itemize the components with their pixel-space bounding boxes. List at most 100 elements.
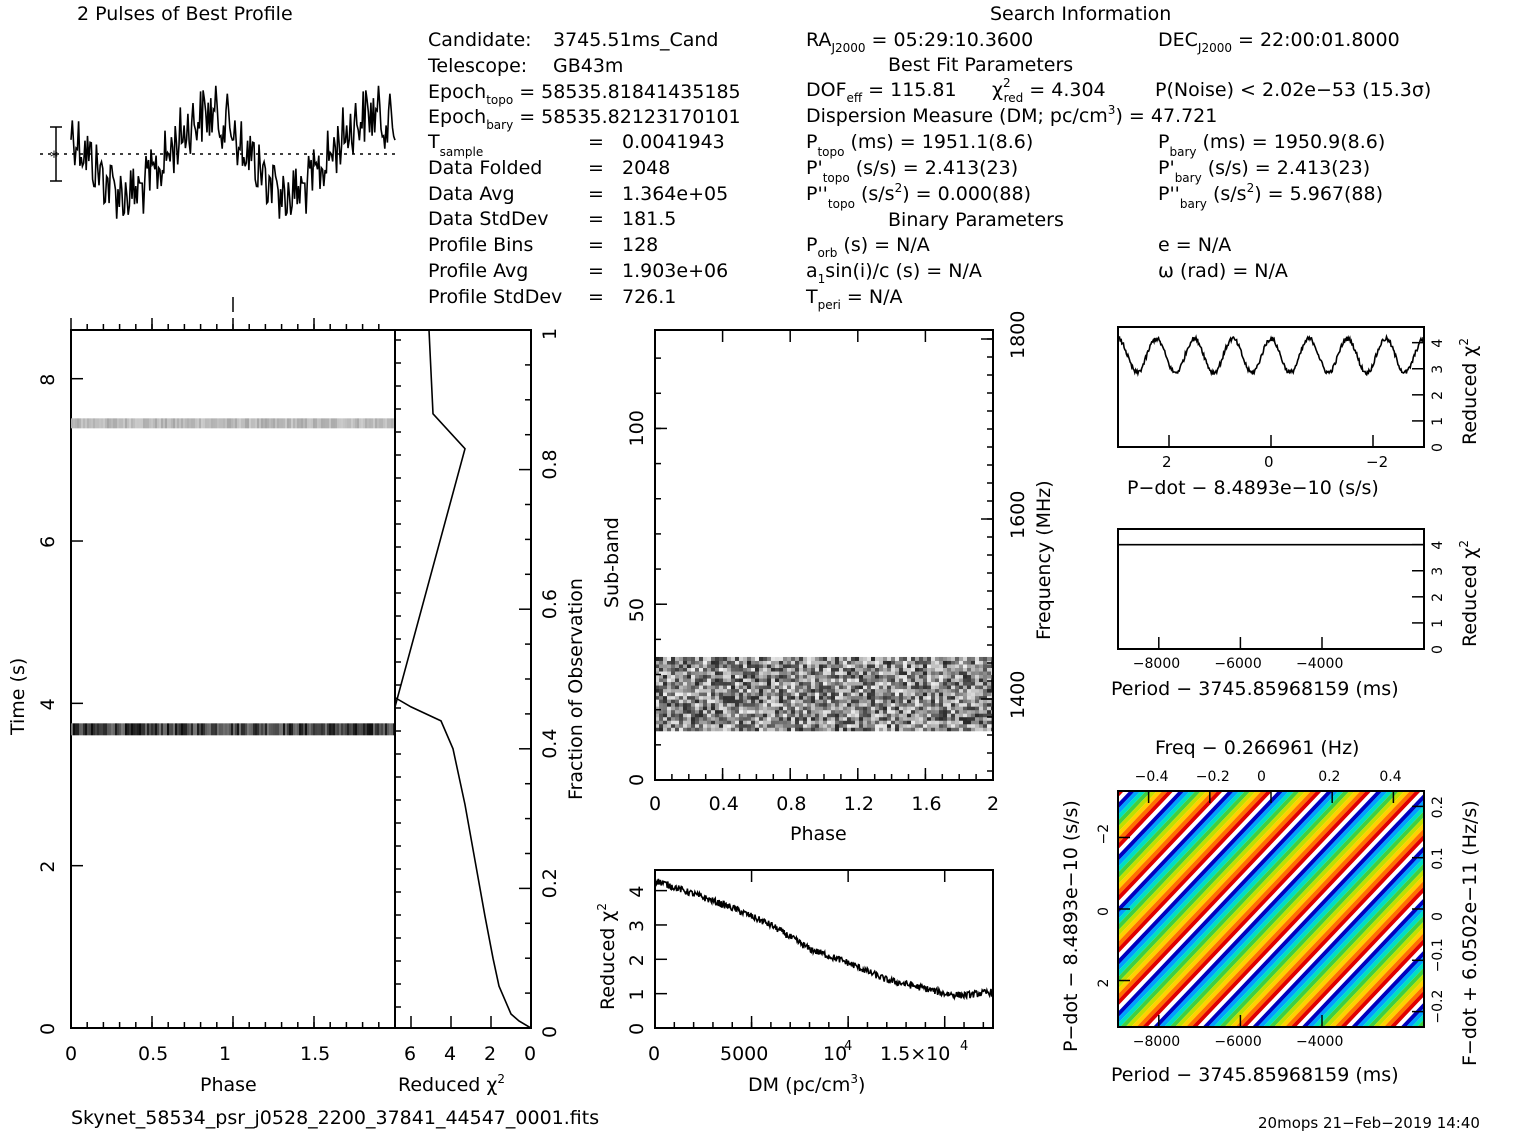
subband-cell — [655, 656, 659, 661]
time-band-cell — [213, 418, 215, 429]
subband-cell — [979, 706, 983, 711]
map-stripe — [1378, 979, 1424, 1027]
time-band-cell — [285, 418, 287, 429]
time-band-cell — [241, 418, 243, 429]
subband-cell — [771, 723, 775, 728]
map-rtick-label: 0.2 — [1430, 796, 1446, 818]
time-band-cell — [385, 723, 387, 736]
subband-cell — [707, 667, 711, 672]
subband-cell — [655, 692, 659, 697]
subband-cell — [783, 695, 787, 700]
subband-cell — [755, 702, 759, 707]
subband-cell — [751, 699, 755, 704]
subband-cell — [655, 678, 659, 683]
subband-cell — [987, 681, 991, 686]
subband-cell — [747, 688, 751, 693]
subband-cell — [823, 678, 827, 683]
subband-cell — [923, 656, 927, 661]
map-stripe — [1118, 791, 1312, 995]
subband-cell — [803, 671, 807, 676]
subband-cell — [847, 720, 851, 725]
subband-cell — [835, 713, 839, 718]
time-band-cell — [201, 418, 203, 429]
subband-cell — [843, 660, 847, 665]
subband-cell — [671, 678, 675, 683]
map-stripe — [1118, 791, 1147, 821]
map-stripe — [1334, 932, 1424, 1027]
subband-cell — [943, 723, 947, 728]
subband-cell — [671, 720, 675, 725]
subband-cell — [751, 681, 755, 686]
dm-ytick-label: 2 — [626, 954, 648, 966]
subband-cell — [947, 720, 951, 725]
subband-cell — [803, 681, 807, 686]
subband-cell — [879, 709, 883, 714]
subband-cell — [919, 656, 923, 661]
subband-cell — [811, 678, 815, 683]
subband-cell — [659, 667, 663, 672]
subband-cell — [771, 706, 775, 711]
subband-cell — [763, 706, 767, 711]
subband-cell — [827, 695, 831, 700]
subband-cell — [819, 685, 823, 690]
subband-cell — [903, 713, 907, 718]
time-band-cell — [165, 418, 167, 429]
subband-cell — [667, 660, 671, 665]
chi-fraction-ytick-label: 0 — [539, 1026, 561, 1038]
time-band-cell — [371, 418, 373, 429]
subband-cell — [799, 671, 803, 676]
time-band-cell — [237, 723, 239, 736]
time-band-cell — [101, 418, 103, 429]
subband-cell — [883, 681, 887, 686]
subband-cell — [975, 709, 979, 714]
subband-cell — [707, 656, 711, 661]
subband-cell — [887, 702, 891, 707]
subband-cell — [759, 660, 763, 665]
subband-cell — [675, 674, 679, 679]
subband-cell — [895, 699, 899, 704]
subband-cell — [959, 713, 963, 718]
subband-cell — [907, 685, 911, 690]
subband-cell — [771, 681, 775, 686]
subband-cell — [683, 702, 687, 707]
subband-cell — [767, 656, 771, 661]
subband-cell — [843, 671, 847, 676]
map-ytick-label: 0 — [1096, 907, 1112, 916]
subband-cell — [963, 667, 967, 672]
map-stripe — [1489, 751, 1517, 1067]
time-phase-ytick-label: 2 — [37, 861, 59, 873]
map-stripe — [1279, 874, 1424, 1027]
subband-cell — [675, 720, 679, 725]
subband-cell — [771, 692, 775, 697]
subband-cell — [723, 656, 727, 661]
subband-cell — [847, 667, 851, 672]
time-band-cell — [269, 723, 271, 736]
map-stripe — [1361, 961, 1424, 1027]
time-phase-xtick-label: 1.5 — [300, 1043, 330, 1065]
subband-cell — [779, 667, 783, 672]
subband-cell — [779, 681, 783, 686]
subband-cell — [743, 727, 747, 732]
subband-cell — [867, 678, 871, 683]
subband-cell — [703, 699, 707, 704]
subband-cell — [955, 695, 959, 700]
subband-cell — [767, 692, 771, 697]
subband-cell — [695, 713, 699, 718]
subband-cell — [907, 706, 911, 711]
time-band-cell — [195, 418, 197, 429]
subband-cell — [695, 695, 699, 700]
subband-cell — [751, 692, 755, 697]
subband-cell — [723, 674, 727, 679]
time-band-cell — [251, 418, 253, 429]
map-top-tick-label: 0.2 — [1318, 769, 1340, 785]
subband-cell — [775, 681, 779, 686]
subband-cell — [691, 723, 695, 728]
subband-cell — [839, 706, 843, 711]
time-band-cell — [343, 723, 345, 736]
subband-cell — [827, 713, 831, 718]
subband-cell — [899, 695, 903, 700]
subband-cell — [859, 723, 863, 728]
subband-cell — [939, 674, 943, 679]
subband-cell — [859, 706, 863, 711]
subband-cell — [815, 667, 819, 672]
